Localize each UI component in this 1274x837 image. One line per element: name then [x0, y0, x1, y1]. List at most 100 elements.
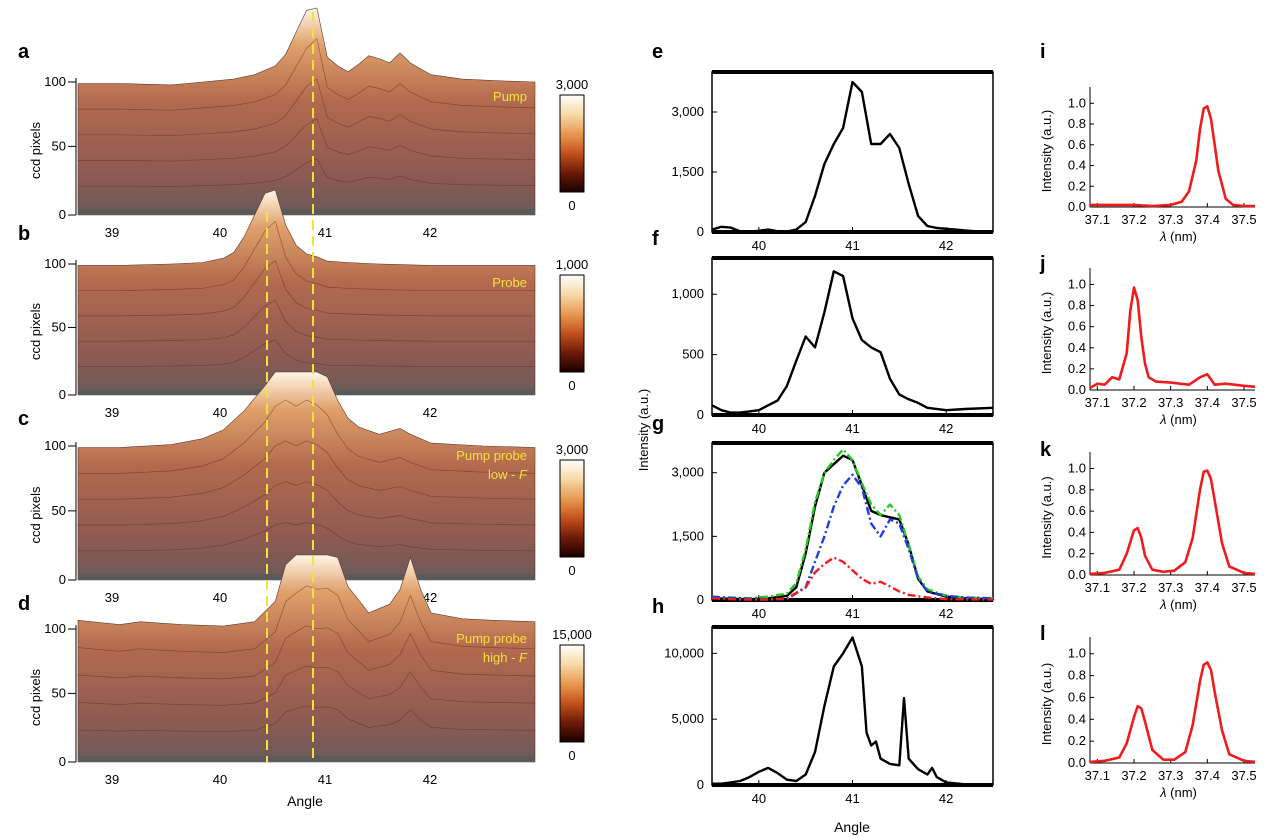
xtick-label: 37.1	[1085, 580, 1110, 595]
xtick-label: 37.1	[1085, 768, 1110, 783]
panel-letter: g	[652, 413, 664, 435]
angle-xtick: 40	[213, 225, 227, 240]
ccd-ytick: 0	[59, 754, 66, 769]
series-line-red	[1090, 105, 1255, 208]
annotation-text: Pump probe	[456, 448, 527, 463]
ccd-ytick: 0	[59, 572, 66, 587]
ytick-label: 0.0	[1068, 382, 1086, 397]
panel-letter: j	[1039, 253, 1046, 275]
colorbar-max: 1,000	[556, 257, 589, 272]
annotation-italic: F	[519, 650, 528, 665]
ytick-label: 3,000	[671, 465, 704, 480]
intensity-ylabel: Intensity (a.u.)	[1039, 110, 1054, 192]
ytick-label: 1.0	[1068, 276, 1086, 291]
ytick-label: 1.0	[1068, 461, 1086, 476]
angle-xtick: 39	[105, 590, 119, 605]
ytick-label: 500	[682, 347, 704, 362]
plot-frame	[711, 71, 994, 233]
ytick-label: 10,000	[664, 645, 704, 660]
ytick-label: 0.0	[1068, 567, 1086, 582]
ytick-label: 0.8	[1068, 482, 1086, 497]
ytick-label: 0.4	[1068, 340, 1086, 355]
colorbar	[559, 644, 585, 743]
colorbar-max: 3,000	[556, 442, 589, 457]
surface-floor	[78, 756, 535, 762]
ytick-label: 0.8	[1068, 298, 1086, 313]
ytick-label: 0.4	[1068, 711, 1086, 726]
angle-xlabel-h: Angle	[834, 819, 870, 835]
intensity-ylabel: Intensity (a.u.)	[1039, 292, 1054, 374]
xtick-label: 37.4	[1195, 580, 1220, 595]
surface-ridge	[77, 625, 536, 680]
panel-j: j 1.0 0.8 0.6 0.4 0.2 0.037.1 37.2 37.3 37.4 37.5 I…	[1039, 253, 1257, 427]
ccd-ylabel: ccd pixels	[28, 121, 43, 179]
plot-frame	[711, 442, 994, 601]
ccd-ytick: 100	[44, 256, 66, 271]
xtick-label: 37.5	[1231, 395, 1256, 410]
ccd-ytick: 100	[44, 438, 66, 453]
surface-ridge	[78, 158, 536, 187]
series-line-black	[711, 454, 994, 601]
angle-xtick: 40	[213, 590, 227, 605]
lambda-symbol: λ	[1159, 785, 1166, 800]
surface-floor	[78, 209, 535, 215]
ytick-label: 0.0	[1068, 755, 1086, 770]
panel-letter: f	[652, 228, 659, 250]
colorbar-min: 0	[568, 378, 575, 393]
ytick-label: 3,000	[671, 104, 704, 119]
xtick-label: 37.3	[1158, 768, 1183, 783]
ytick-label: 0.4	[1068, 524, 1086, 539]
surface-ridge	[77, 585, 536, 653]
surface-ridge	[78, 299, 535, 342]
ccd-ytick: 50	[52, 319, 66, 334]
xtick-label: 37.2	[1121, 395, 1146, 410]
angle-xtick: 39	[105, 772, 119, 787]
ccd-ytick: 0	[59, 207, 66, 222]
surface-ridge	[78, 339, 535, 367]
lambda-xlabel: λ (nm)	[1159, 412, 1197, 427]
common-labels: Intensity (a.u.) Angle	[636, 389, 870, 835]
ytick-label: 1,000	[671, 286, 704, 301]
xtick-label: 37.4	[1195, 768, 1220, 783]
xtick-label: 37.2	[1121, 768, 1146, 783]
panel-letter: h	[652, 596, 664, 618]
panel-letter: i	[1040, 41, 1046, 63]
ytick-label: 0.8	[1068, 668, 1086, 683]
angle-xtick: 42	[423, 590, 437, 605]
xtick-label: 41	[845, 238, 859, 253]
lambda-symbol: λ	[1159, 597, 1166, 612]
ytick-label: 0.6	[1068, 137, 1086, 152]
series-line-blue	[711, 473, 994, 601]
intensity-ylabel: Intensity (a.u.)	[636, 389, 651, 471]
panel-letter: k	[1040, 439, 1052, 461]
ytick-label: 0	[697, 407, 704, 422]
panel-letter: b	[18, 223, 30, 245]
ytick-label: 0.2	[1068, 178, 1086, 193]
colorbar-min: 0	[568, 198, 575, 213]
surface-b	[77, 189, 536, 396]
xtick-label: 42	[939, 606, 953, 621]
xtick-label: 37.4	[1195, 395, 1220, 410]
ytick-label: 0	[697, 224, 704, 239]
ccd-ytick: 50	[52, 685, 66, 700]
ytick-label: 0.6	[1068, 319, 1086, 334]
xtick-label: 37.3	[1158, 580, 1183, 595]
ytick-label: 0	[697, 592, 704, 607]
ytick-label: 0.6	[1068, 689, 1086, 704]
lambda-xlabel: λ (nm)	[1159, 785, 1197, 800]
lambda-symbol: λ	[1159, 229, 1166, 244]
xtick-label: 40	[752, 238, 766, 253]
series-line-red	[1089, 661, 1256, 764]
annotation-text: high - F	[483, 650, 528, 665]
colorbar	[559, 94, 585, 193]
colorbar	[559, 274, 585, 373]
series-line-black	[711, 270, 994, 414]
xtick-label: 41	[845, 606, 859, 621]
colorbar	[559, 459, 585, 558]
xtick-label: 42	[939, 791, 953, 806]
panel-letter: d	[18, 593, 30, 615]
colorbar-max: 15,000	[552, 627, 592, 642]
angle-xtick: 40	[213, 772, 227, 787]
series-line-red	[1089, 286, 1256, 390]
panel-h: h 10,000 5,000 0 40 41 42	[652, 596, 994, 806]
